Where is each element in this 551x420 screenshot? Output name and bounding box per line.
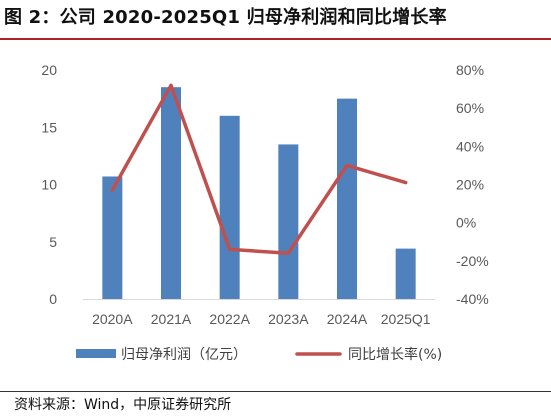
x-axis-tick-label: 2023A — [268, 311, 309, 327]
x-axis-tick-label: 2022A — [209, 311, 250, 327]
source-note: 资料来源：Wind，中原证券研究所 — [14, 397, 232, 413]
line-yoy-growth — [110, 83, 408, 255]
legend-swatch-net-profit — [76, 349, 116, 358]
legend-label-growth: 同比增长率(%) — [348, 346, 442, 363]
left-axis-tick-label: 10 — [41, 177, 57, 193]
bar-net-profit — [219, 115, 240, 299]
right-axis-tick-label: 20% — [456, 177, 484, 193]
right-axis-tick-label: 60% — [456, 100, 484, 116]
bar-net-profit — [161, 87, 181, 299]
bar-net-profit — [395, 248, 416, 299]
x-axis-tick-label: 2024A — [327, 311, 368, 327]
right-axis-tick-label: -20% — [456, 253, 489, 269]
source-divider — [0, 391, 551, 392]
profit-growth-chart: 0 5 10 15 20 -40% -20% 0% 20% 40% 60% 80% 2020A 2021A… — [41, 62, 489, 363]
bar-net-profit — [278, 144, 299, 299]
right-axis-tick-label: 80% — [456, 62, 484, 78]
bar-net-profit — [337, 98, 357, 299]
right-axis-tick-label: 40% — [456, 138, 484, 154]
title-divider — [0, 38, 551, 40]
left-axis-tick-label: 0 — [49, 291, 57, 307]
legend-label-net-profit: 归母净利润（亿元） — [121, 346, 247, 363]
x-axis-tick-label: 2025Q1 — [381, 311, 431, 327]
chart-title: 图 2：公司 2020-2025Q1 归母净利润和同比增长率 — [4, 7, 447, 28]
right-axis-tick-label: -40% — [456, 291, 489, 307]
left-axis-tick-label: 20 — [41, 62, 57, 78]
left-axis-tick-label: 5 — [49, 234, 57, 250]
x-axis-tick-label: 2020A — [92, 311, 133, 327]
bar-net-profit — [102, 176, 123, 299]
left-axis-tick-label: 15 — [41, 119, 57, 135]
x-axis-tick-label: 2021A — [151, 311, 192, 327]
right-axis-tick-label: 0% — [456, 215, 476, 231]
